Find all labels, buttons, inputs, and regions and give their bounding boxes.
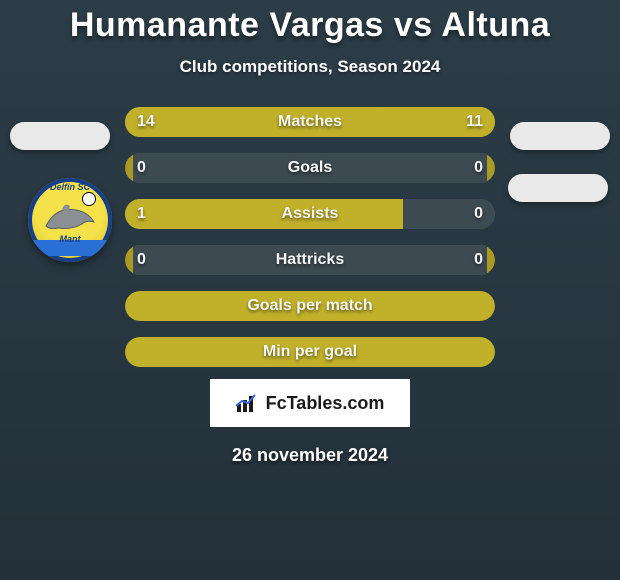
page-subtitle: Club competitions, Season 2024 — [180, 57, 441, 77]
date-label: 26 november 2024 — [232, 445, 388, 466]
chart-icon — [236, 394, 260, 412]
logo-text: FcTables.com — [266, 393, 385, 414]
stat-row: Matches14 11 — [125, 107, 495, 137]
stat-row: Assists1 0 — [125, 199, 495, 229]
stat-value-left: 1 — [137, 199, 146, 229]
stat-label: Min per goal — [125, 337, 495, 367]
stat-value-left: 0 — [137, 153, 146, 183]
page-title: Humanante Vargas vs Altuna — [70, 6, 550, 45]
stat-label: Hattricks — [125, 245, 495, 275]
stat-value-right: 11 — [466, 107, 483, 137]
stat-row: Goals0 0 — [125, 153, 495, 183]
stat-label: Matches — [125, 107, 495, 137]
stat-row: Hattricks0 0 — [125, 245, 495, 275]
stat-row: Goals per match — [125, 291, 495, 321]
stat-value-right: 0 — [474, 153, 483, 183]
stats-container: Matches1411Goals00Assists10Hattricks00Go… — [0, 107, 620, 367]
fctables-logo: FcTables.com — [210, 379, 410, 427]
stat-value-right: 0 — [474, 199, 483, 229]
stat-label: Goals per match — [125, 291, 495, 321]
stat-value-right: 0 — [474, 245, 483, 275]
stat-label: Assists — [125, 199, 495, 229]
stat-label: Goals — [125, 153, 495, 183]
comparison-card: Humanante Vargas vs Altuna Club competit… — [0, 0, 620, 580]
stat-value-left: 14 — [137, 107, 155, 137]
stat-row: Min per goal — [125, 337, 495, 367]
stat-value-left: 0 — [137, 245, 146, 275]
